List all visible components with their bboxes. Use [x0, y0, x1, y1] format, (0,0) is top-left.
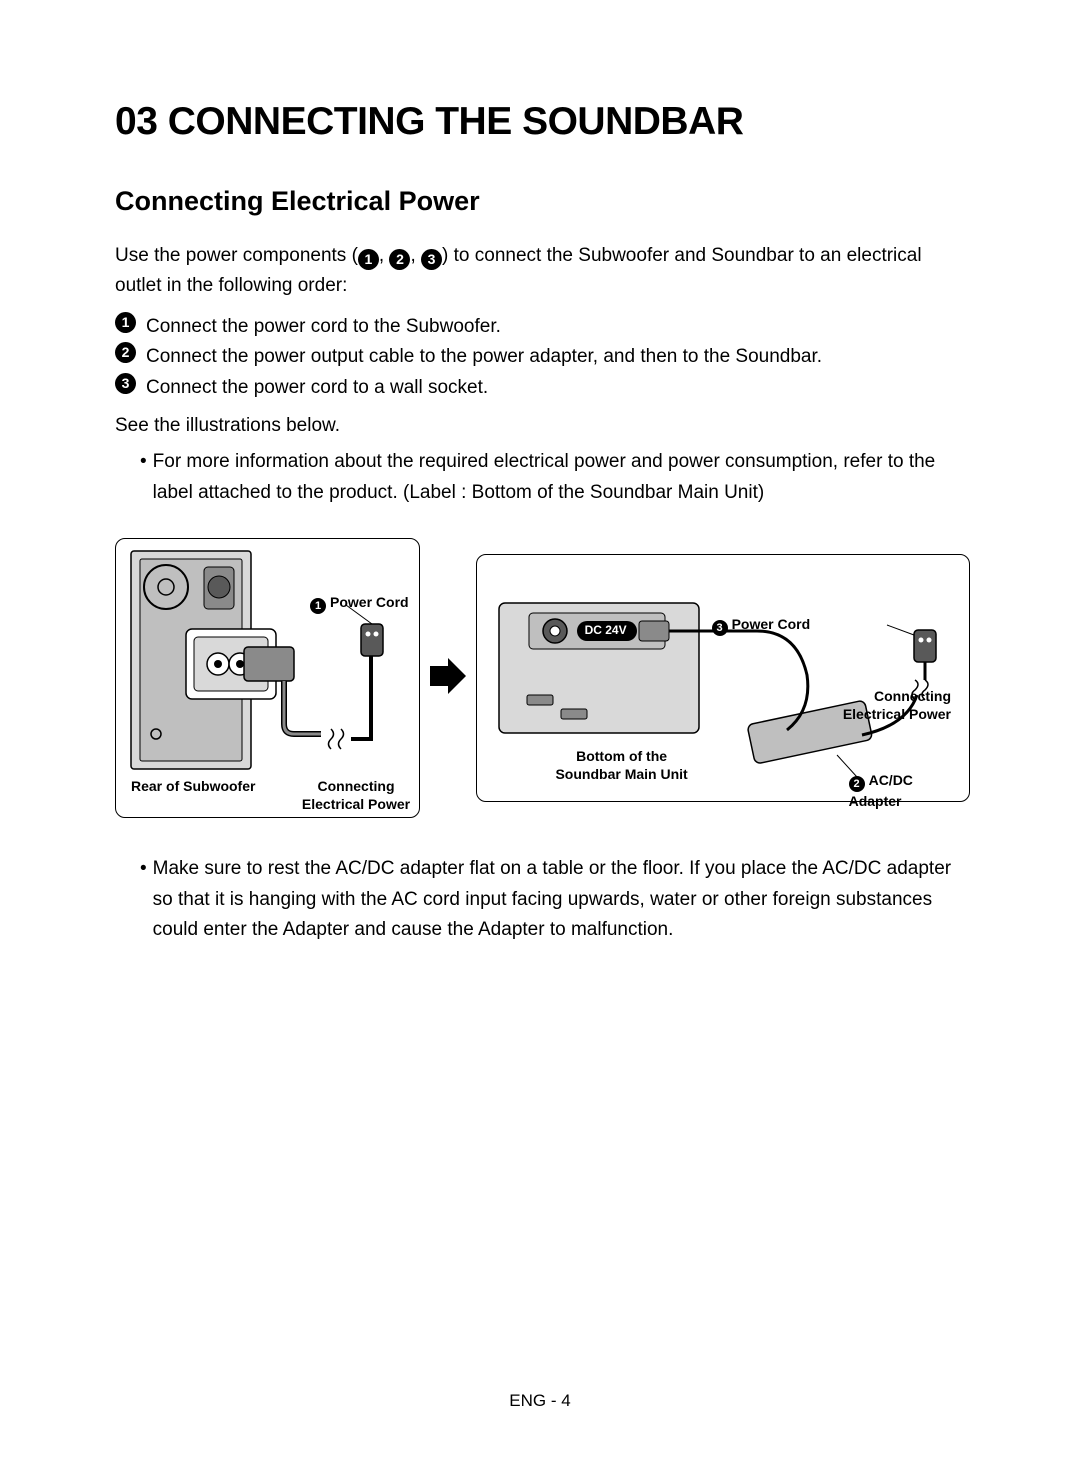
label-power-cord: 3Power Cord	[712, 615, 811, 636]
label-ac-dc-adapter: 2AC/DC Adapter	[849, 771, 969, 810]
label-text: Power Cord	[732, 616, 811, 632]
note-text: For more information about the required …	[153, 447, 970, 508]
arrow-right-icon	[428, 656, 468, 701]
circled-3-icon: 3	[421, 249, 442, 270]
circled-3-icon: 3	[115, 373, 136, 394]
diagram-soundbar-panel: DC 24V 3Power Cord Bottom of the Soundba…	[476, 554, 970, 802]
intro-sep: ,	[410, 245, 421, 266]
intro-text: Use the power components (	[115, 245, 358, 266]
label-rear-subwoofer: Rear of Subwoofer	[131, 777, 255, 795]
chapter-title-text: CONNECTING THE SOUNDBAR	[168, 100, 744, 143]
circled-2-icon: 2	[389, 249, 410, 270]
bullet-icon: •	[140, 447, 147, 508]
section-heading: Connecting Electrical Power	[115, 186, 970, 217]
diagram-subwoofer-panel: 1Power Cord Rear of Subwoofer Connecting…	[115, 538, 420, 818]
step-item: 3 Connect the power cord to a wall socke…	[115, 373, 970, 403]
step-text: Connect the power output cable to the po…	[146, 342, 822, 372]
intro-paragraph: Use the power components (1, 2, 3) to co…	[115, 241, 970, 302]
step-item: 1 Connect the power cord to the Subwoofe…	[115, 312, 970, 342]
circled-1-icon: 1	[115, 312, 136, 333]
page-footer: ENG - 4	[0, 1391, 1080, 1411]
label-text: Power Cord	[330, 594, 409, 610]
diagram-row: 1Power Cord Rear of Subwoofer Connecting…	[115, 538, 970, 818]
circled-2-icon: 2	[849, 776, 865, 792]
warning-text: Make sure to rest the AC/DC adapter flat…	[153, 854, 970, 945]
step-text: Connect the power cord to a wall socket.	[146, 373, 488, 403]
label-dc-24v: DC 24V	[585, 623, 627, 639]
circled-2-icon: 2	[115, 342, 136, 363]
chapter-number: 03	[115, 100, 157, 143]
bullet-icon: •	[140, 854, 147, 945]
document-page: 03 CONNECTING THE SOUNDBAR Connecting El…	[0, 0, 1080, 945]
label-bottom-soundbar: Bottom of the Soundbar Main Unit	[552, 747, 692, 783]
label-power-cord: 1Power Cord	[310, 593, 409, 614]
step-item: 2 Connect the power output cable to the …	[115, 342, 970, 372]
intro-sep: ,	[379, 245, 390, 266]
chapter-heading: 03 CONNECTING THE SOUNDBAR	[115, 100, 970, 144]
step-text: Connect the power cord to the Subwoofer.	[146, 312, 501, 342]
circled-1-icon: 1	[310, 598, 326, 614]
circled-1-icon: 1	[358, 249, 379, 270]
info-note: • For more information about the require…	[115, 447, 970, 508]
warning-note: • Make sure to rest the AC/DC adapter fl…	[115, 854, 970, 945]
label-connecting-power: Connecting Electrical Power	[296, 777, 416, 813]
see-illustrations: See the illustrations below.	[115, 411, 970, 441]
label-connecting-power: Connecting Electrical Power	[831, 687, 951, 723]
step-list: 1 Connect the power cord to the Subwoofe…	[115, 312, 970, 403]
circled-3-icon: 3	[712, 620, 728, 636]
